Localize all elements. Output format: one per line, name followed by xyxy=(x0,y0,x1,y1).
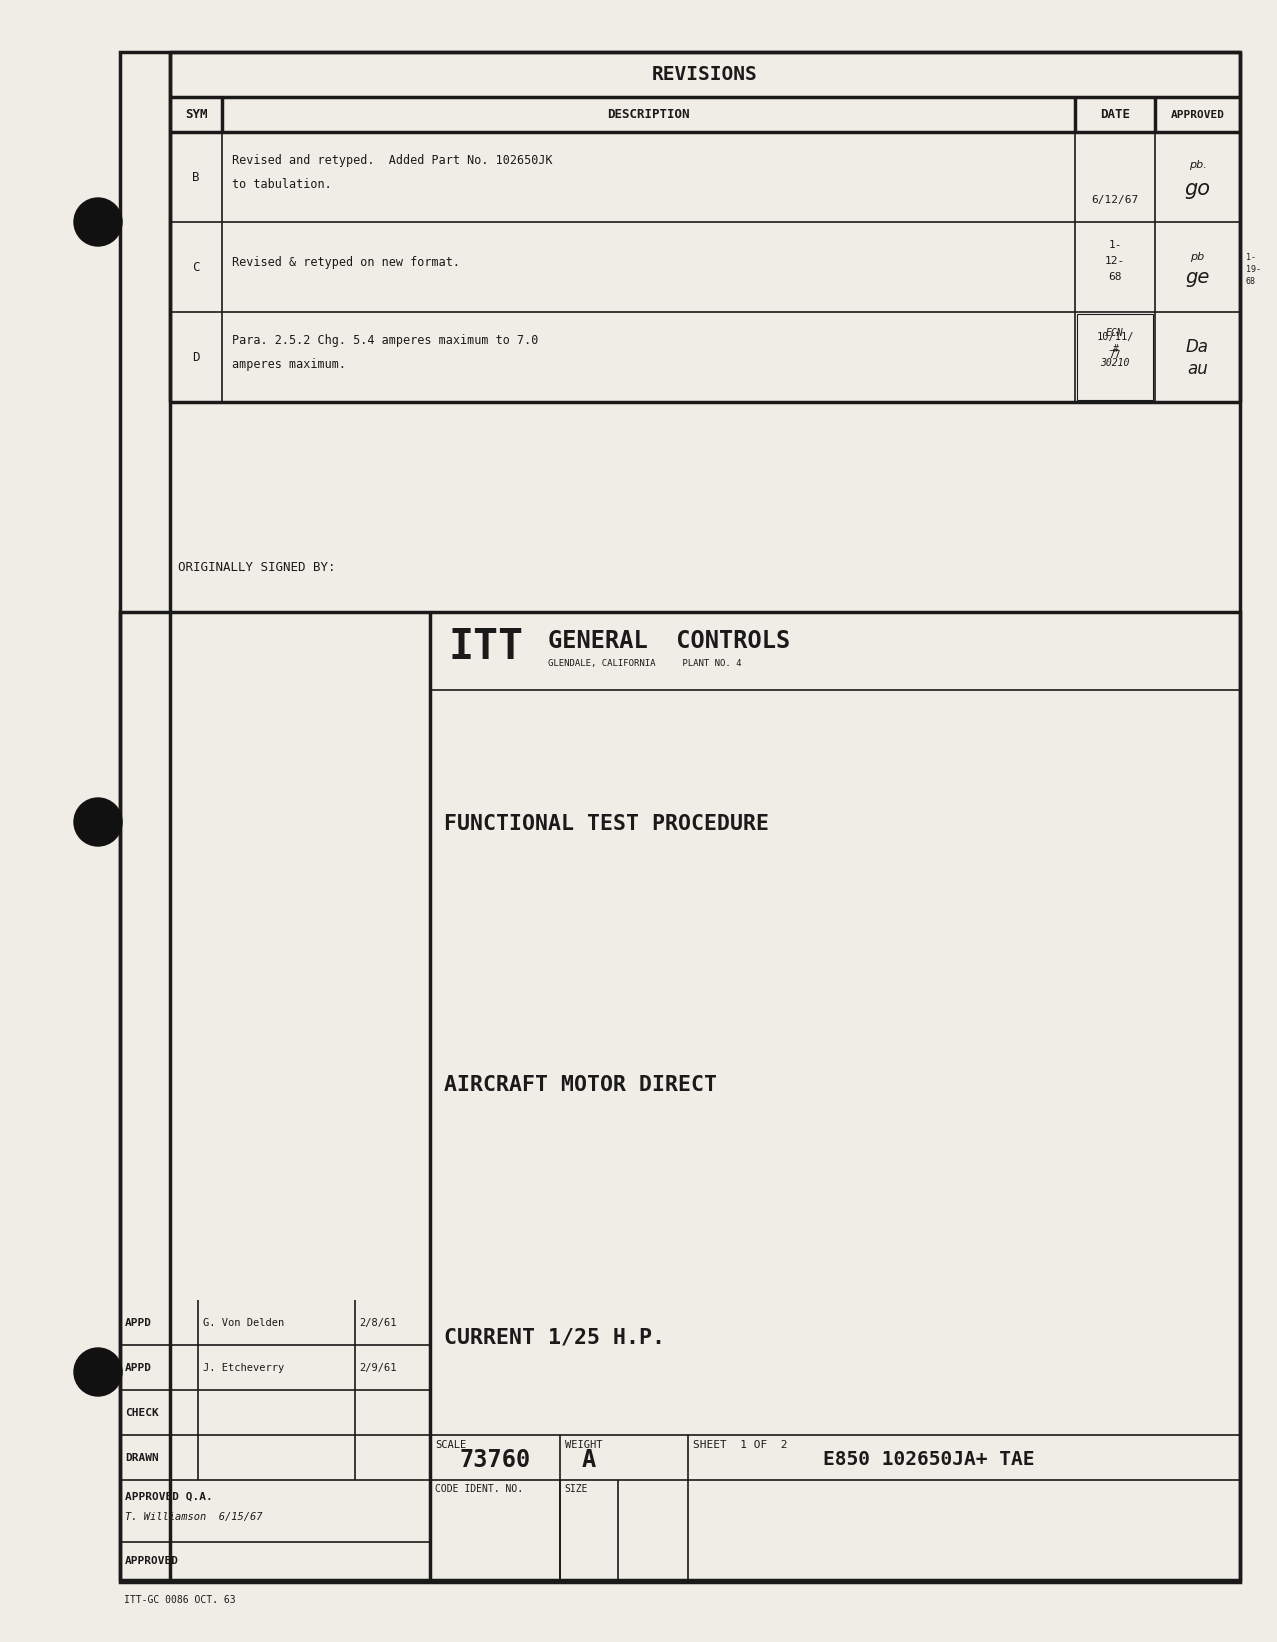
Text: Revised and retyped.  Added Part No. 102650JK: Revised and retyped. Added Part No. 1026… xyxy=(232,154,553,167)
Text: J. Etcheverry: J. Etcheverry xyxy=(203,1363,285,1373)
Text: 6/12/67: 6/12/67 xyxy=(1092,195,1139,205)
Text: DATE: DATE xyxy=(1099,108,1130,122)
Text: Da: Da xyxy=(1186,338,1209,356)
Text: ORIGINALLY SIGNED BY:: ORIGINALLY SIGNED BY: xyxy=(178,560,336,573)
Text: 2/8/61: 2/8/61 xyxy=(359,1317,396,1327)
Text: 2/9/61: 2/9/61 xyxy=(359,1363,396,1373)
Text: APPD: APPD xyxy=(125,1317,152,1327)
Text: APPD: APPD xyxy=(125,1363,152,1373)
Text: D: D xyxy=(193,350,199,363)
Text: 77: 77 xyxy=(1108,350,1121,360)
Bar xyxy=(120,612,1240,1580)
Text: FUNCTIONAL TEST PROCEDURE: FUNCTIONAL TEST PROCEDURE xyxy=(444,814,769,834)
Text: 68: 68 xyxy=(1246,276,1257,286)
Text: 12-: 12- xyxy=(1105,256,1125,266)
Text: DESCRIPTION: DESCRIPTION xyxy=(608,108,690,122)
Text: au: au xyxy=(1188,360,1208,378)
Text: SCALE: SCALE xyxy=(435,1440,466,1450)
Text: WEIGHT: WEIGHT xyxy=(564,1440,603,1450)
Text: 30210: 30210 xyxy=(1101,358,1130,368)
Text: 1-: 1- xyxy=(1246,253,1257,261)
Text: 19-: 19- xyxy=(1246,264,1260,274)
Text: #: # xyxy=(1112,345,1117,355)
Text: 68: 68 xyxy=(1108,273,1121,282)
Text: B: B xyxy=(193,171,199,184)
Bar xyxy=(1077,314,1153,401)
Text: ITT-GC 0086 OCT. 63: ITT-GC 0086 OCT. 63 xyxy=(124,1594,236,1604)
Text: pb.: pb. xyxy=(1189,159,1207,171)
Circle shape xyxy=(74,798,123,846)
Text: go: go xyxy=(1185,179,1211,199)
Text: Para. 2.5.2 Chg. 5.4 amperes maximum to 7.0: Para. 2.5.2 Chg. 5.4 amperes maximum to … xyxy=(232,333,539,346)
Text: CODE IDENT. NO.: CODE IDENT. NO. xyxy=(435,1484,524,1494)
Text: ge: ge xyxy=(1185,268,1209,286)
Text: CHECK: CHECK xyxy=(125,1407,158,1417)
Text: CURRENT 1/25 H.P.: CURRENT 1/25 H.P. xyxy=(444,1328,665,1348)
Text: Revised & retyped on new format.: Revised & retyped on new format. xyxy=(232,256,460,269)
Circle shape xyxy=(74,199,123,246)
Text: DRAWN: DRAWN xyxy=(125,1453,158,1463)
Text: APPROVED: APPROVED xyxy=(125,1557,179,1566)
Text: 10/11/: 10/11/ xyxy=(1096,332,1134,342)
Bar xyxy=(120,53,1240,1581)
Text: to tabulation.: to tabulation. xyxy=(232,177,332,190)
Text: SIZE: SIZE xyxy=(564,1484,587,1494)
Text: pb: pb xyxy=(1190,251,1204,263)
Text: ECN: ECN xyxy=(1106,328,1124,338)
Text: SHEET  1 OF  2: SHEET 1 OF 2 xyxy=(693,1440,788,1450)
Text: E850 102650JA+ TAE: E850 102650JA+ TAE xyxy=(824,1450,1034,1470)
Text: REVISIONS: REVISIONS xyxy=(653,66,757,84)
Text: APPROVED Q.A.: APPROVED Q.A. xyxy=(125,1493,213,1502)
Text: AIRCRAFT MOTOR DIRECT: AIRCRAFT MOTOR DIRECT xyxy=(444,1076,716,1095)
Text: 1-: 1- xyxy=(1108,240,1121,250)
Text: G. Von Delden: G. Von Delden xyxy=(203,1317,285,1327)
Circle shape xyxy=(74,1348,123,1396)
Text: SYM: SYM xyxy=(185,108,207,122)
Text: C: C xyxy=(193,261,199,274)
Text: APPROVED: APPROVED xyxy=(1171,110,1225,120)
Text: T. Williamson  6/15/67: T. Williamson 6/15/67 xyxy=(125,1512,263,1522)
Text: ITT: ITT xyxy=(448,626,524,668)
Text: 73760: 73760 xyxy=(460,1448,531,1471)
Text: A: A xyxy=(582,1448,596,1471)
Text: GLENDALE, CALIFORNIA     PLANT NO. 4: GLENDALE, CALIFORNIA PLANT NO. 4 xyxy=(548,658,742,668)
Text: GENERAL  CONTROLS: GENERAL CONTROLS xyxy=(548,629,790,654)
Text: amperes maximum.: amperes maximum. xyxy=(232,358,346,371)
